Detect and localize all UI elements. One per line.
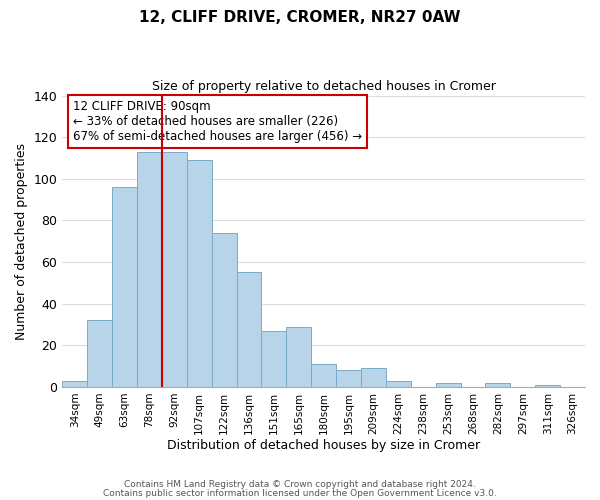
X-axis label: Distribution of detached houses by size in Cromer: Distribution of detached houses by size … <box>167 440 480 452</box>
Bar <box>311 364 336 387</box>
Bar <box>62 380 87 387</box>
Bar <box>361 368 386 387</box>
Text: Contains HM Land Registry data © Crown copyright and database right 2024.: Contains HM Land Registry data © Crown c… <box>124 480 476 489</box>
Bar <box>535 385 560 387</box>
Y-axis label: Number of detached properties: Number of detached properties <box>15 143 28 340</box>
Bar <box>212 233 236 387</box>
Text: Contains public sector information licensed under the Open Government Licence v3: Contains public sector information licen… <box>103 488 497 498</box>
Title: Size of property relative to detached houses in Cromer: Size of property relative to detached ho… <box>152 80 496 93</box>
Bar <box>236 272 262 387</box>
Text: 12 CLIFF DRIVE: 90sqm
← 33% of detached houses are smaller (226)
67% of semi-det: 12 CLIFF DRIVE: 90sqm ← 33% of detached … <box>73 100 362 143</box>
Bar <box>187 160 212 387</box>
Text: 12, CLIFF DRIVE, CROMER, NR27 0AW: 12, CLIFF DRIVE, CROMER, NR27 0AW <box>139 10 461 25</box>
Bar <box>336 370 361 387</box>
Bar <box>137 152 162 387</box>
Bar <box>436 383 461 387</box>
Bar <box>112 187 137 387</box>
Bar <box>286 326 311 387</box>
Bar <box>386 380 411 387</box>
Bar <box>262 331 286 387</box>
Bar <box>162 152 187 387</box>
Bar <box>485 383 511 387</box>
Bar <box>87 320 112 387</box>
